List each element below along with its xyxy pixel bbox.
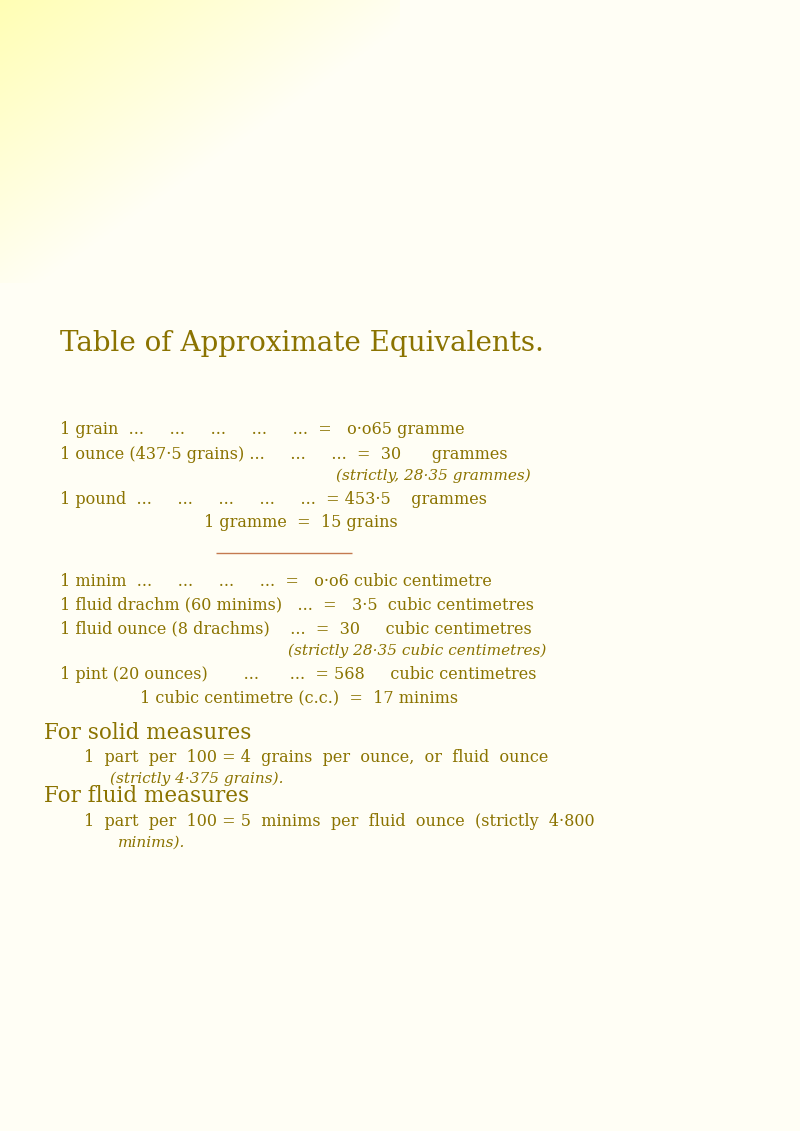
Text: 1 grain  ...     ...     ...     ...     ...  =   o·o65 gramme: 1 grain ... ... ... ... ... = o·o65 gram… (60, 421, 465, 439)
Text: 1 gramme  =  15 grains: 1 gramme = 15 grains (204, 513, 398, 532)
Text: 1 fluid ounce (8 drachms)    ...  =  30     cubic centimetres: 1 fluid ounce (8 drachms) ... = 30 cubic… (60, 620, 532, 638)
Text: 1 ounce (437·5 grains) ...     ...     ...  =  30      grammes: 1 ounce (437·5 grains) ... ... ... = 30 … (60, 446, 508, 464)
Text: 1 pound  ...     ...     ...     ...     ...  = 453·5    grammes: 1 pound ... ... ... ... ... = 453·5 gram… (60, 491, 487, 509)
Text: 1  part  per  100 = 4  grains  per  ounce,  or  fluid  ounce: 1 part per 100 = 4 grains per ounce, or … (84, 749, 548, 767)
Text: 1 fluid drachm (60 minims)   ...  =   3·5  cubic centimetres: 1 fluid drachm (60 minims) ... = 3·5 cub… (60, 596, 534, 614)
Text: (strictly, 28·35 grammes): (strictly, 28·35 grammes) (336, 469, 530, 483)
Text: (strictly 4·375 grains).: (strictly 4·375 grains). (110, 772, 284, 786)
Text: For solid measures: For solid measures (44, 722, 251, 744)
Text: Table of Approximate Equivalents.: Table of Approximate Equivalents. (60, 330, 544, 357)
Text: For fluid measures: For fluid measures (44, 785, 249, 808)
Text: (strictly 28·35 cubic centimetres): (strictly 28·35 cubic centimetres) (288, 644, 546, 657)
Text: 1  part  per  100 = 5  minims  per  fluid  ounce  (strictly  4·800: 1 part per 100 = 5 minims per fluid ounc… (84, 812, 594, 830)
Text: 1 cubic centimetre (c.c.)  =  17 minims: 1 cubic centimetre (c.c.) = 17 minims (140, 689, 458, 707)
Text: minims).: minims). (118, 836, 186, 849)
Text: 1 pint (20 ounces)       ...      ...  = 568     cubic centimetres: 1 pint (20 ounces) ... ... = 568 cubic c… (60, 665, 537, 683)
Text: 1 minim  ...     ...     ...     ...  =   o·o6 cubic centimetre: 1 minim ... ... ... ... = o·o6 cubic cen… (60, 572, 492, 590)
